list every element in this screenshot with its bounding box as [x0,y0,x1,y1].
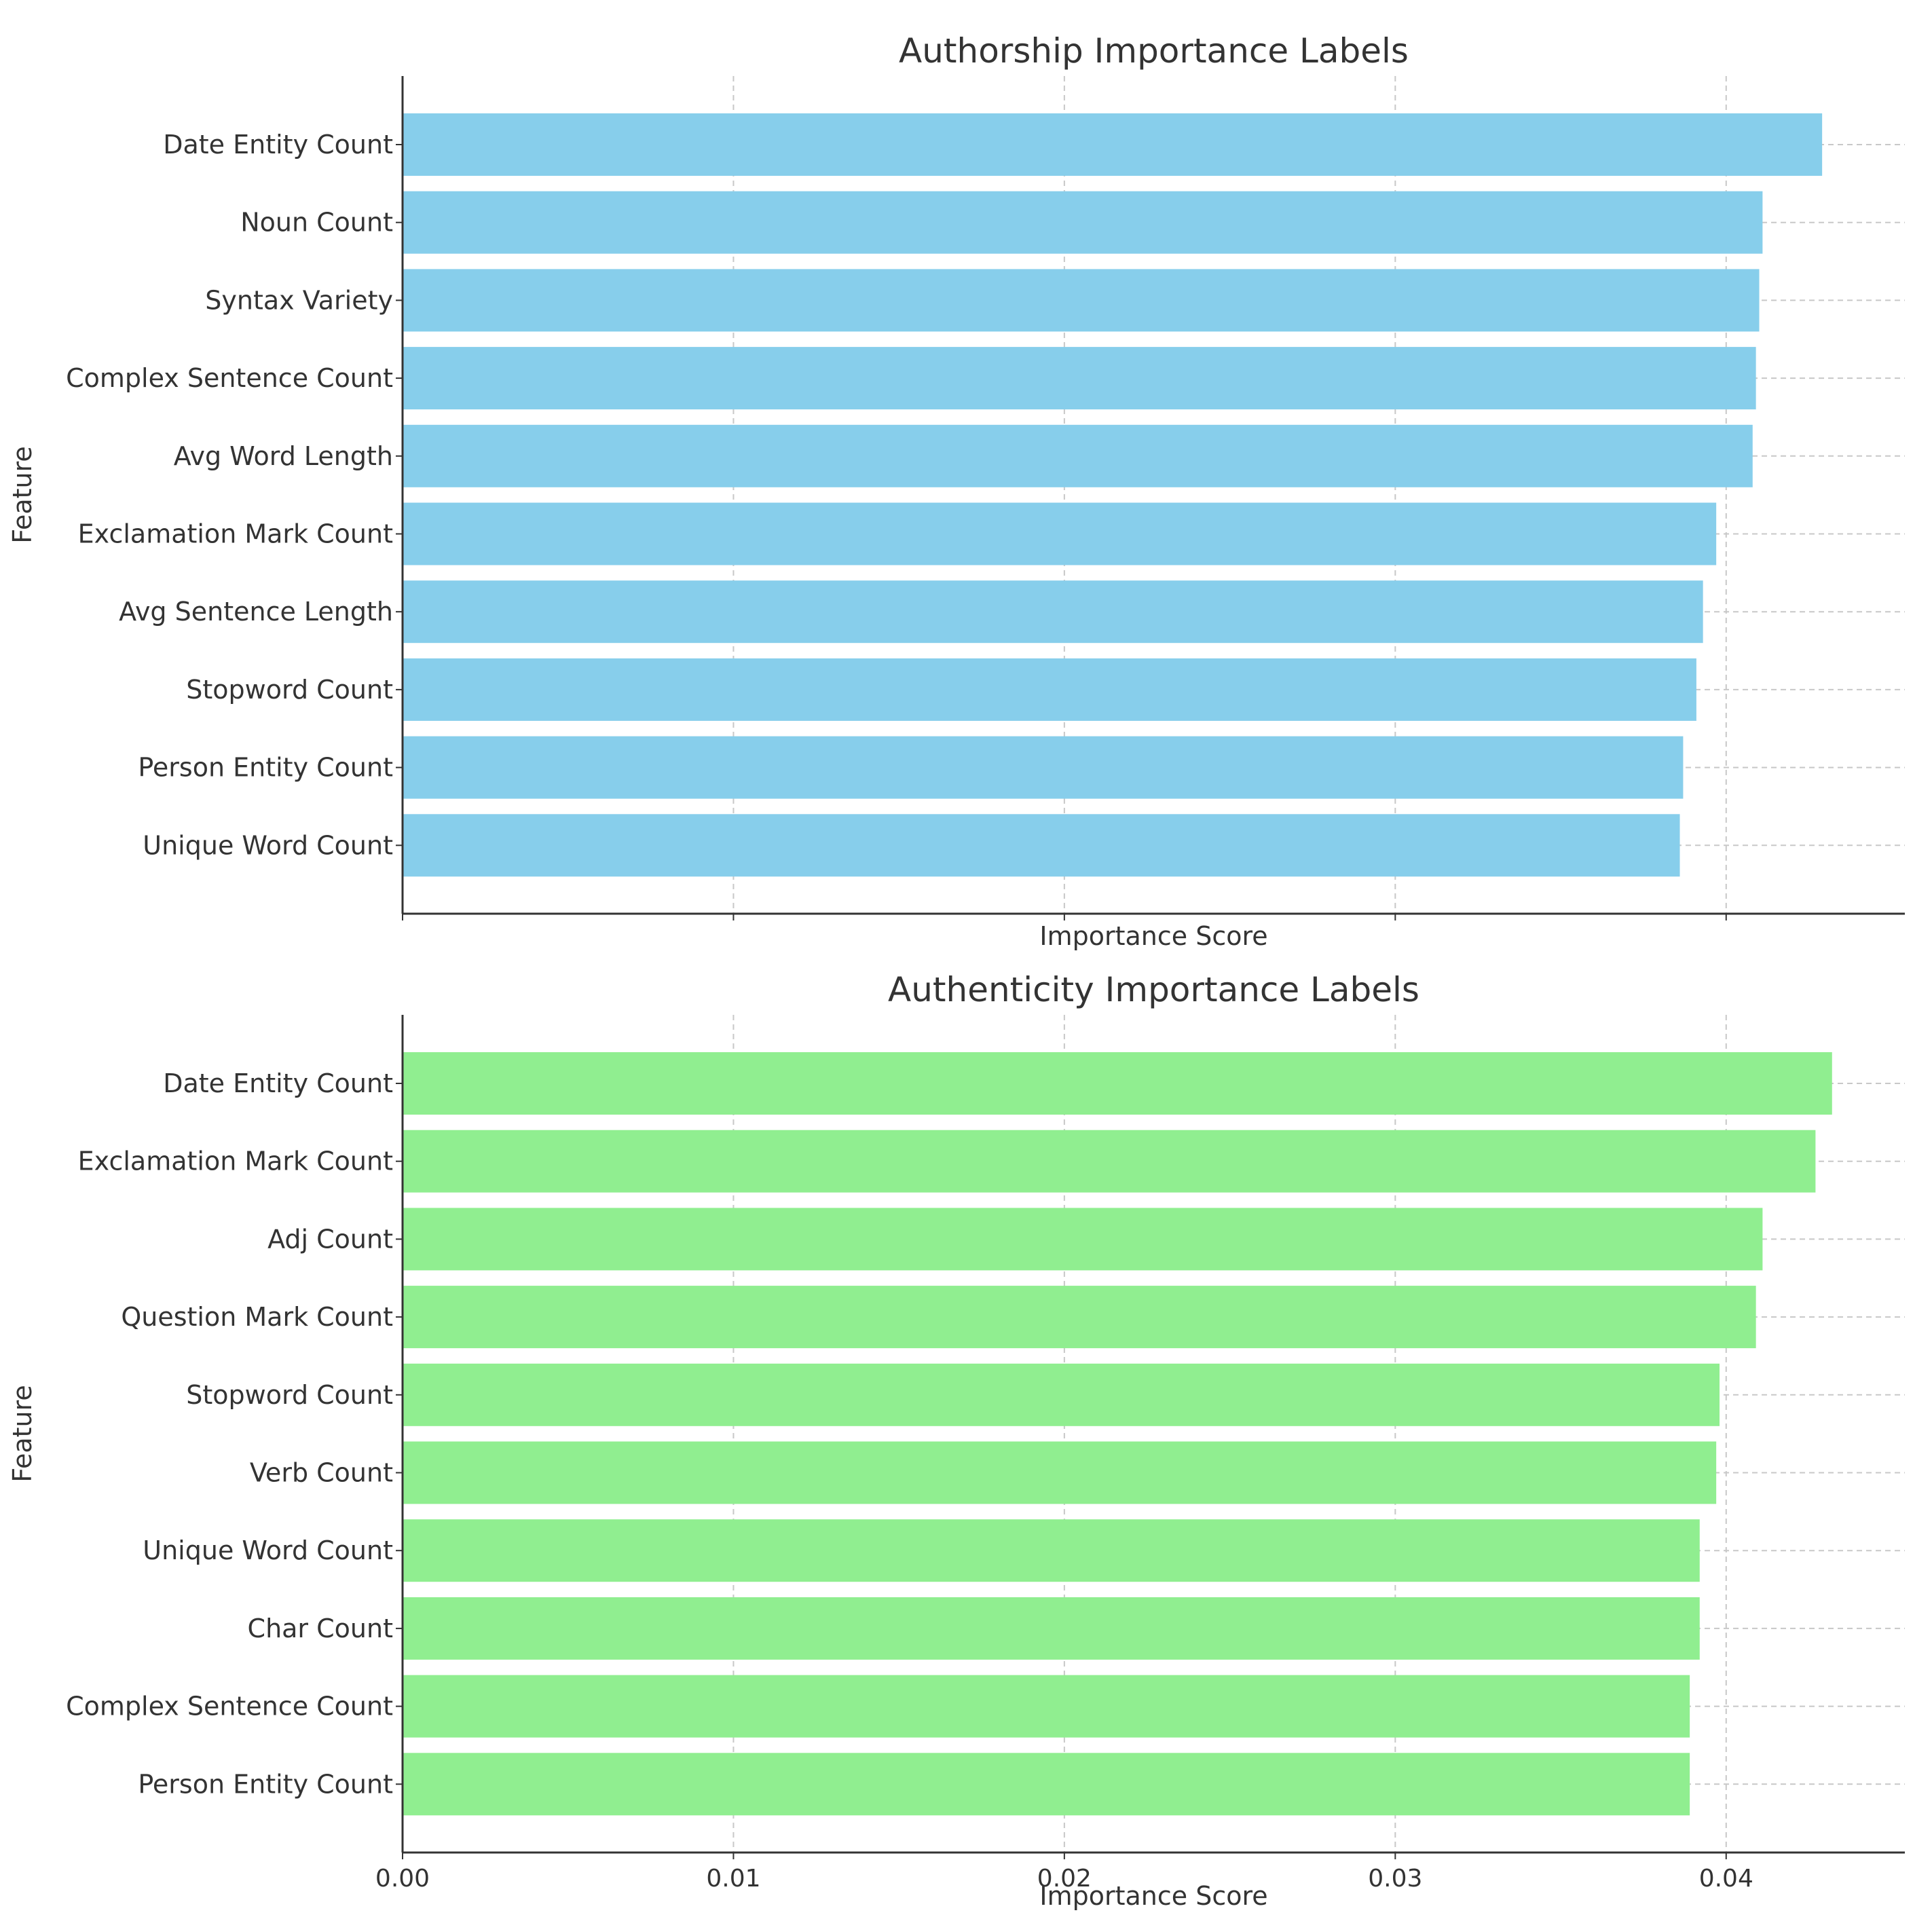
y-tick-label: Person Entity Count [138,753,393,783]
bar-stopword-count [403,1363,1720,1426]
bar-unique-word-count [403,1519,1700,1582]
x-tick-label: 0.03 [1368,1865,1422,1893]
y-tick-label: Complex Sentence Count [66,363,393,393]
bar-avg-sentence-length [403,580,1703,644]
x-tick-label: 0.00 [375,1865,430,1893]
y-tick-label: Noun Count [240,208,393,238]
y-axis-label: Feature [7,1385,37,1483]
bar-noun-count [403,191,1763,254]
bar-complex-sentence-count [403,1675,1690,1738]
bar-date-entity-count [403,1052,1832,1115]
bar-syntax-variety [403,269,1760,332]
y-tick-label: Complex Sentence Count [66,1692,393,1721]
bar-adj-count [403,1208,1763,1271]
x-tick-label: 0.02 [1037,1865,1092,1893]
y-tick-label: Unique Word Count [143,1536,393,1565]
bar-exclamation-mark-count [403,1130,1816,1193]
x-axis-label: Importance Score [1039,921,1267,951]
y-tick-label: Adj Count [267,1224,393,1254]
y-tick-label: Stopword Count [186,675,393,705]
x-axis-label: Importance Score [1039,1881,1267,1911]
bar-avg-word-length [403,424,1753,487]
chart-title: Authorship Importance Labels [899,31,1409,71]
y-tick-label: Question Mark Count [121,1302,393,1332]
x-tick-label: 0.04 [1699,1865,1753,1893]
y-tick-label: Exclamation Mark Count [78,519,393,549]
y-tick-label: Person Entity Count [138,1769,393,1799]
y-tick-label: Stopword Count [186,1380,393,1410]
y-axis-label: Feature [7,446,37,544]
y-tick-label: Date Entity Count [163,1068,393,1098]
y-tick-label: Syntax Variety [205,285,393,315]
bar-stopword-count [403,658,1696,721]
y-tick-label: Date Entity Count [163,130,393,160]
y-tick-label: Avg Sentence Length [119,597,393,627]
y-tick-label: Verb Count [250,1458,393,1488]
bar-complex-sentence-count [403,347,1756,410]
bar-person-entity-count [403,1753,1690,1816]
bar-exclamation-mark-count [403,502,1717,565]
bar-date-entity-count [403,113,1823,176]
x-tick-label: 0.01 [706,1865,760,1893]
chart-title: Authenticity Importance Labels [888,970,1419,1009]
bar-unique-word-count [403,814,1680,877]
bar-question-mark-count [403,1286,1756,1349]
y-tick-label: Char Count [248,1614,393,1643]
y-tick-label: Exclamation Mark Count [78,1147,393,1176]
y-tick-label: Avg Word Length [174,441,393,471]
y-tick-label: Unique Word Count [143,830,393,860]
bar-char-count [403,1597,1700,1660]
bar-verb-count [403,1441,1717,1504]
bar-person-entity-count [403,736,1684,799]
